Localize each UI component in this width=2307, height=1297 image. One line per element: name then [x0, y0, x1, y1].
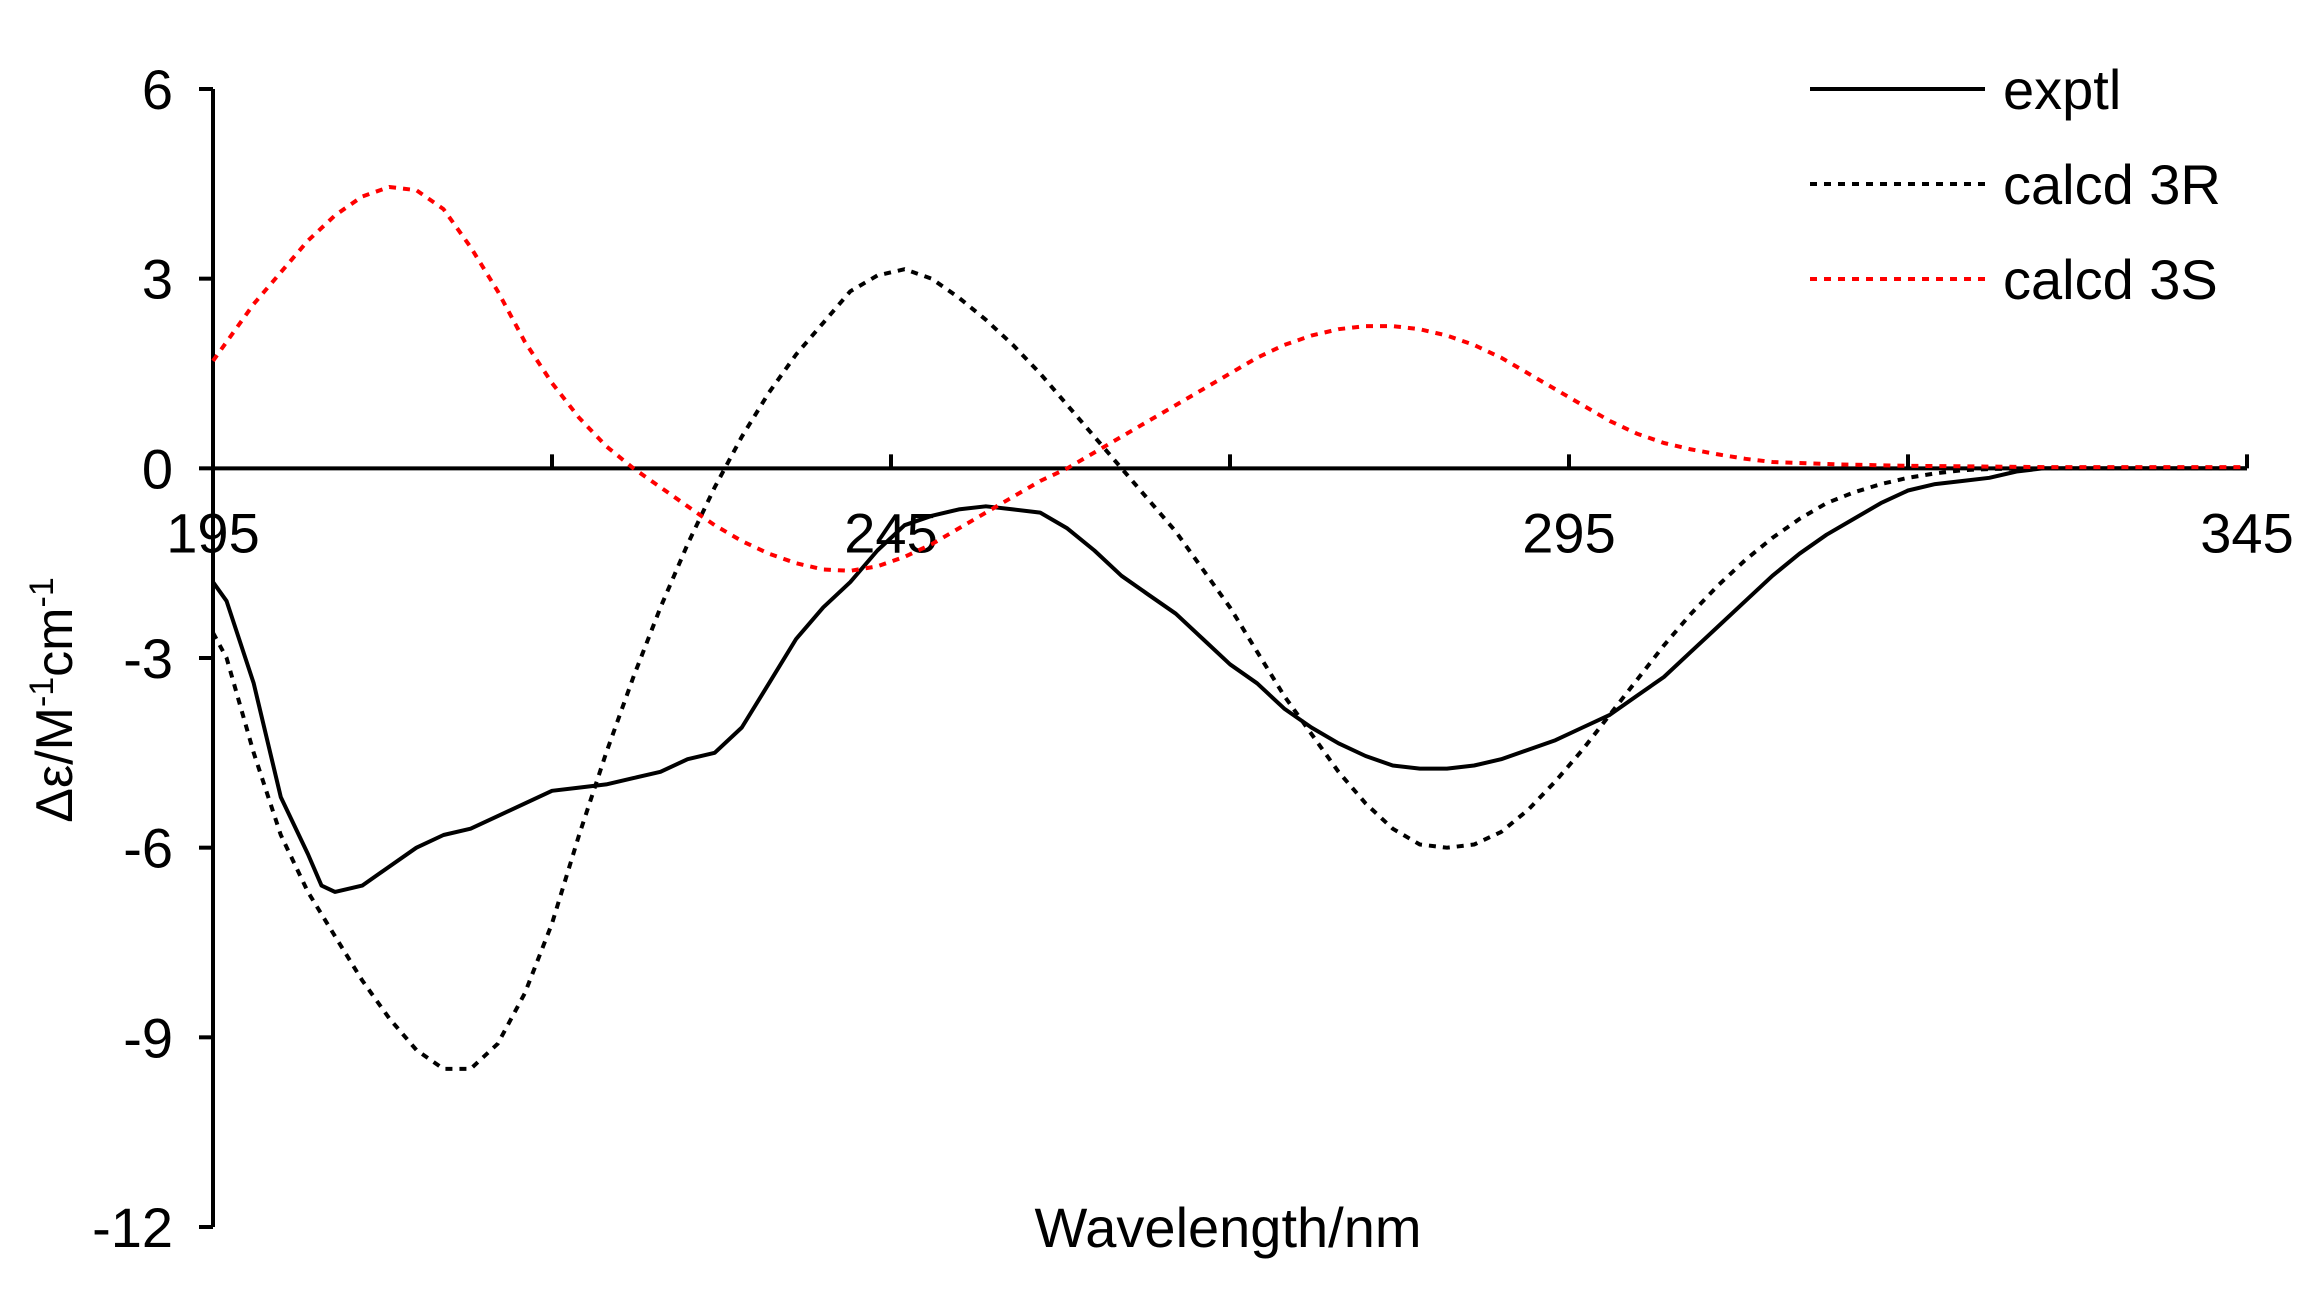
- series-line-calcd-3r: [211, 267, 2247, 1071]
- series-line-calcd-3s: [211, 185, 2247, 573]
- x-tick-label: 195: [166, 501, 259, 564]
- x-axis-title: Wavelength/nm: [1035, 1196, 1422, 1259]
- legend: exptl calcd 3R calcd 3S: [1810, 58, 2221, 311]
- y-tick-label: 0: [142, 437, 173, 500]
- y-tick-label: -12: [92, 1196, 173, 1259]
- y-axis-title-sup-1: -1: [23, 677, 61, 707]
- y-axis-title-sup-2: -1: [23, 577, 61, 607]
- y-axis-title-unit: cm: [26, 607, 84, 676]
- y-tick-label: -3: [123, 627, 173, 690]
- x-tick-label: 295: [1522, 501, 1615, 564]
- plot-area: [211, 185, 2247, 1071]
- legend-label: exptl: [2003, 58, 2121, 121]
- series-line-exptl: [211, 466, 2247, 894]
- y-axis-title-base: Δε/M: [26, 707, 84, 823]
- axes: 6 3 0 -3 -6 -9 -12 195 245 295 345: [92, 58, 2294, 1259]
- x-tick-label: 345: [2200, 501, 2293, 564]
- legend-label: calcd 3S: [2003, 248, 2218, 311]
- y-tick-label: -9: [123, 1006, 173, 1069]
- x-tick-label: 245: [844, 501, 937, 564]
- y-axis-title: Δε/M-1cm-1: [23, 577, 84, 822]
- legend-label: calcd 3R: [2003, 153, 2221, 216]
- y-axis-title-group: Δε/M-1cm-1: [23, 577, 84, 822]
- y-tick-label: -6: [123, 817, 173, 880]
- y-tick-label: 6: [142, 58, 173, 121]
- y-tick-label: 3: [142, 248, 173, 311]
